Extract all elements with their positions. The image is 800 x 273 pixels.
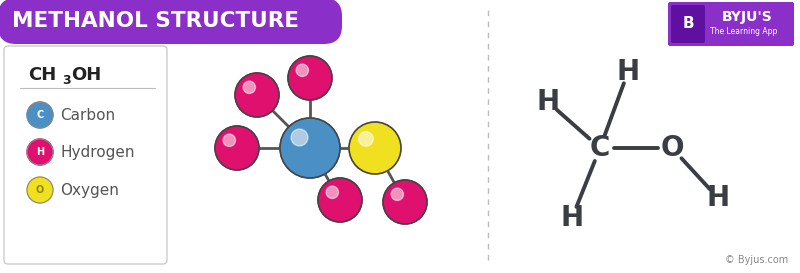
Text: H: H [617,58,639,86]
Text: METHANOL STRUCTURE: METHANOL STRUCTURE [12,11,299,31]
Text: © Byjus.com: © Byjus.com [725,255,788,265]
Text: H: H [561,204,583,232]
Text: BYJU'S: BYJU'S [722,10,773,24]
Circle shape [349,122,401,174]
Text: H: H [537,88,559,116]
FancyBboxPatch shape [668,2,794,46]
Text: CH: CH [28,66,56,84]
Circle shape [288,56,332,100]
Circle shape [358,132,373,146]
Circle shape [326,186,338,198]
Circle shape [27,139,53,165]
Circle shape [291,129,308,146]
Text: O: O [36,185,44,195]
Text: OH: OH [71,66,102,84]
Circle shape [280,118,340,178]
Text: C: C [36,110,44,120]
Text: Hydrogen: Hydrogen [60,144,134,159]
Circle shape [27,177,53,203]
FancyBboxPatch shape [4,46,167,264]
Text: H: H [706,184,730,212]
Text: Carbon: Carbon [60,108,115,123]
Circle shape [296,64,309,76]
FancyBboxPatch shape [0,0,342,44]
Circle shape [391,188,403,200]
Text: 3: 3 [62,73,70,87]
Text: H: H [36,147,44,157]
Circle shape [215,126,259,170]
Circle shape [27,102,53,128]
Circle shape [235,73,279,117]
Circle shape [318,178,362,222]
Text: Oxygen: Oxygen [60,182,119,197]
Circle shape [383,180,427,224]
Text: C: C [590,134,610,162]
Circle shape [223,134,235,146]
Text: The Learning App: The Learning App [710,28,778,37]
FancyBboxPatch shape [671,5,705,43]
Text: B: B [682,16,694,31]
Circle shape [243,81,255,93]
Text: O: O [660,134,684,162]
